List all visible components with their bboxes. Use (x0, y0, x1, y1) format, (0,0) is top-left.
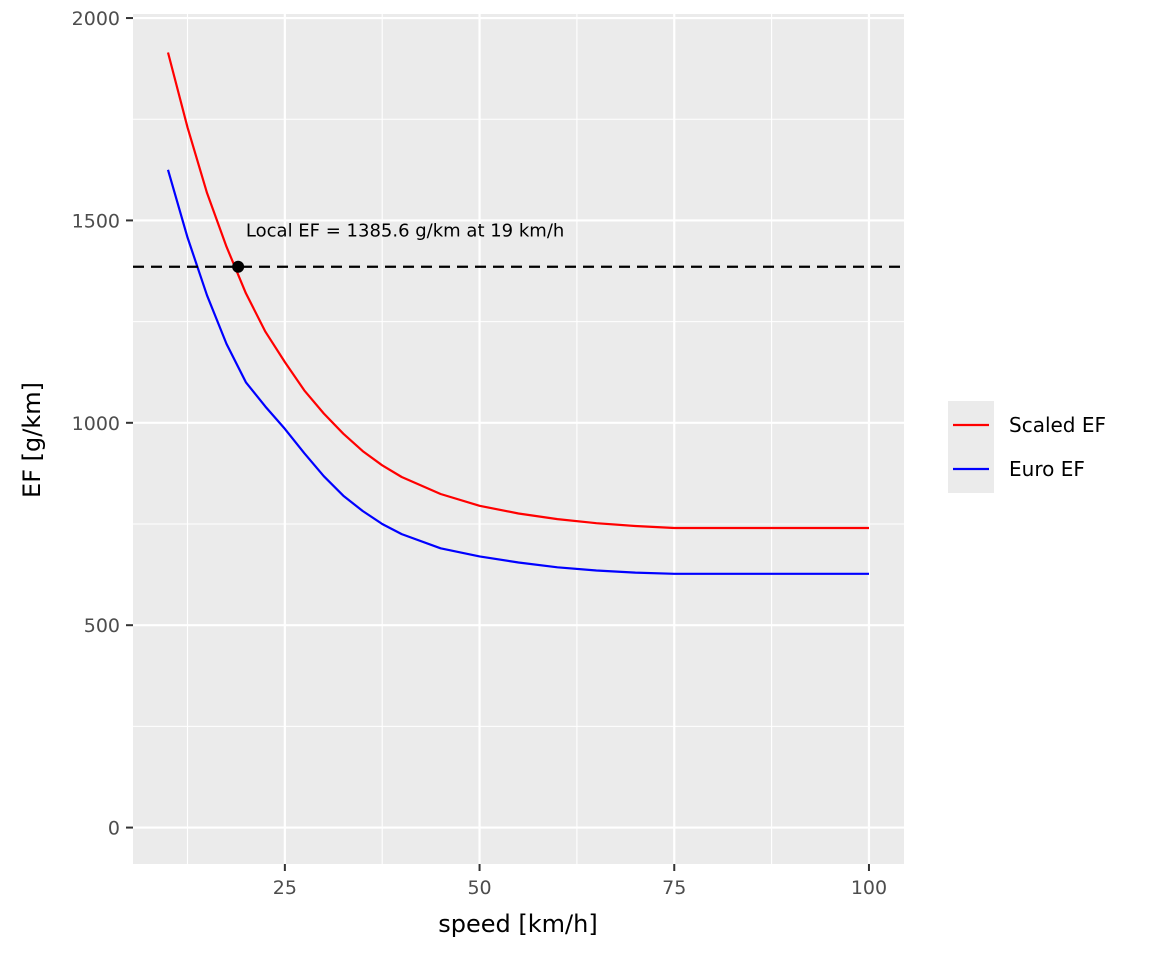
local-ef-point (232, 260, 245, 273)
x-tick-label: 50 (467, 877, 491, 899)
legend-label-scaled-ef: Scaled EF (1009, 413, 1106, 437)
series-line-euro-ef (166, 169, 869, 575)
major-gridlines (133, 14, 904, 864)
y-tick-label: 2000 (72, 8, 120, 30)
plot-panel (133, 14, 904, 864)
series-lines (166, 52, 869, 575)
y-tick-label: 0 (108, 818, 120, 840)
y-tick-label: 1000 (72, 413, 120, 435)
y-axis-ticks: 0 500 1000 1500 2000 (72, 8, 133, 840)
legend: Scaled EF Euro EF (948, 401, 1106, 493)
y-tick-label: 1500 (72, 210, 120, 232)
x-tick-label: 75 (662, 877, 686, 899)
y-tick-label: 500 (84, 615, 120, 637)
y-axis-title: EF [g/km] (18, 382, 46, 498)
x-axis-ticks: 25 50 75 100 (273, 864, 887, 899)
local-ef-annotation: Local EF = 1385.6 g/km at 19 km/h (246, 221, 564, 242)
x-tick-label: 25 (273, 877, 297, 899)
legend-label-euro-ef: Euro EF (1009, 457, 1085, 481)
legend-key-background (948, 401, 994, 493)
x-axis-title: speed [km/h] (438, 910, 597, 938)
series-line-scaled-ef (166, 52, 869, 530)
x-tick-label: 100 (851, 877, 887, 899)
